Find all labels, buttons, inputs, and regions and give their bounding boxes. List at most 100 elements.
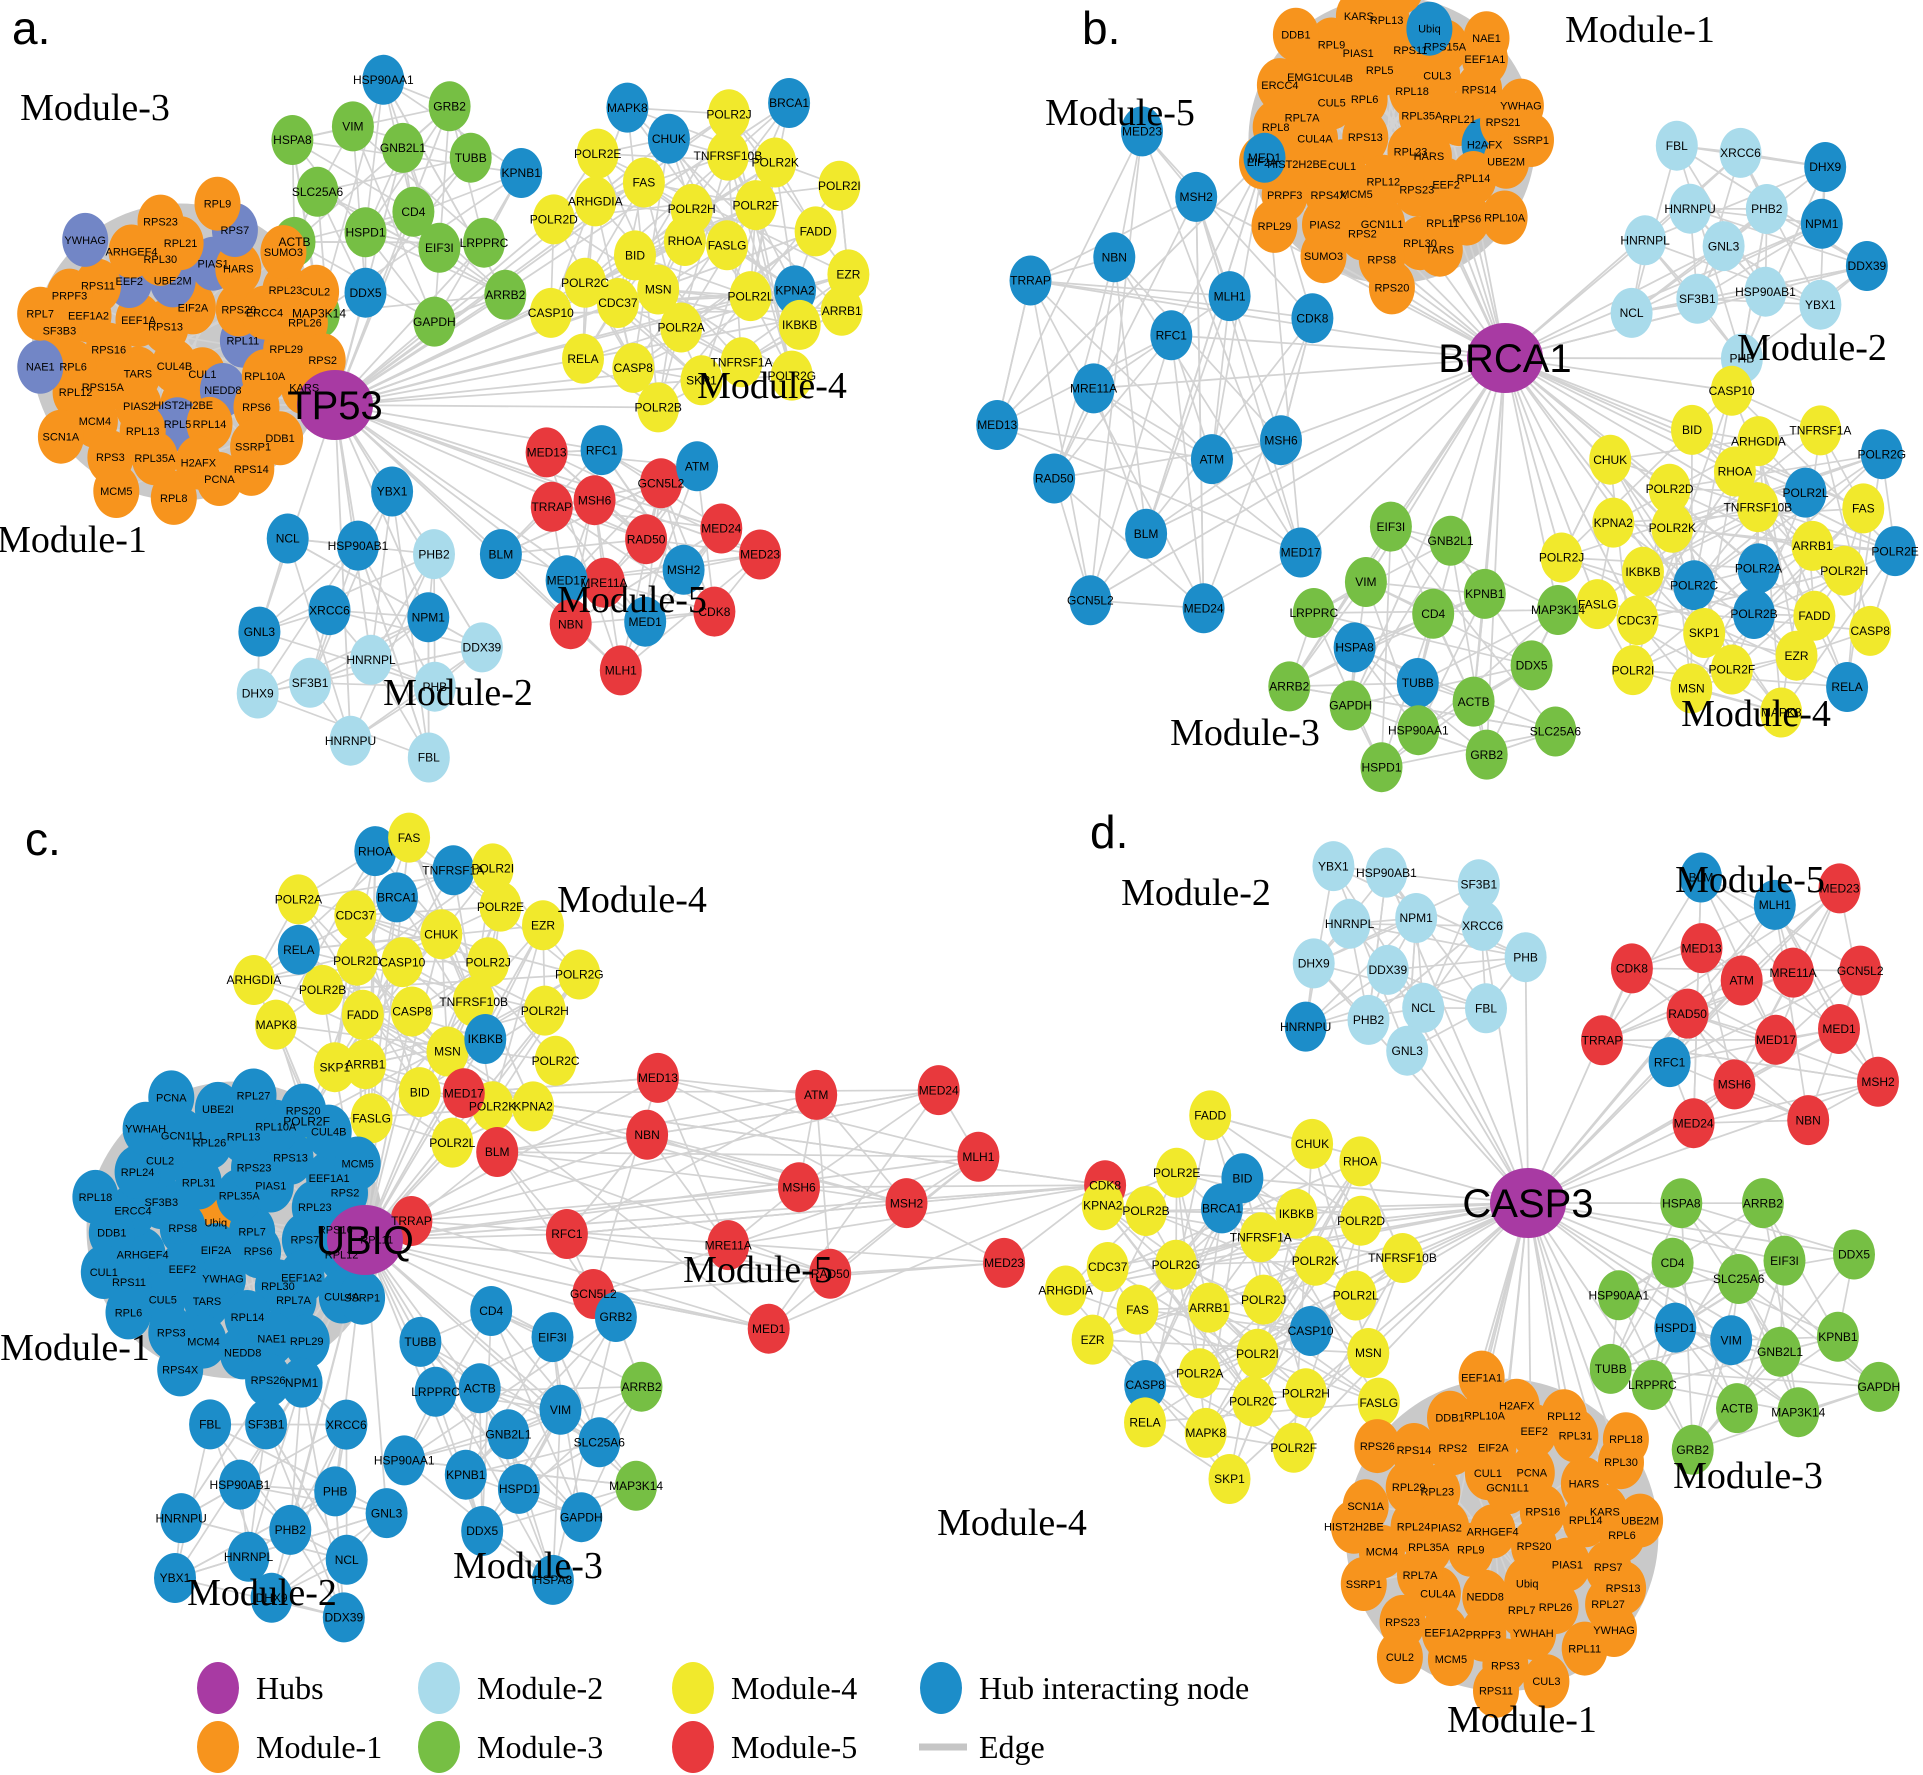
node-HSP90AB1[interactable] (337, 520, 379, 571)
node-POLR2C[interactable] (564, 257, 607, 308)
node-RPS26[interactable] (1378, 0, 1424, 15)
node-RPS20[interactable] (280, 1083, 327, 1138)
node-DDX39[interactable] (1366, 944, 1409, 995)
node-PHB2[interactable] (269, 1504, 312, 1555)
node-POLR2E[interactable] (576, 128, 619, 179)
node-MLH1[interactable] (1208, 271, 1251, 322)
node-ARHGDIA[interactable] (232, 955, 275, 1005)
node-GCN5L2[interactable] (1839, 945, 1882, 996)
node-MED23[interactable] (739, 529, 782, 580)
node-ATM[interactable] (795, 1069, 838, 1120)
node-RPL18[interactable] (1602, 1412, 1649, 1467)
node-POLR2F[interactable] (734, 180, 777, 231)
node-CD4[interactable] (470, 1286, 513, 1336)
node-DHX9[interactable] (236, 668, 279, 719)
node-POLR2B[interactable] (1733, 589, 1775, 639)
node-POLR2D[interactable] (336, 935, 379, 986)
node-CASP10[interactable] (529, 287, 572, 338)
node-HNRNPU[interactable] (1284, 1001, 1327, 1052)
node-MAP3K14[interactable] (615, 1460, 658, 1511)
node-DHX9[interactable] (250, 1572, 293, 1623)
node-HSP90AB1[interactable] (218, 1459, 261, 1510)
node-DDX5[interactable] (1510, 640, 1553, 691)
node-FASLG[interactable] (350, 1093, 393, 1144)
node-BID[interactable] (1221, 1153, 1264, 1204)
node-POLR2H[interactable] (1284, 1368, 1327, 1419)
node-BLM[interactable] (479, 529, 522, 580)
node-TUBB[interactable] (1589, 1343, 1632, 1394)
node-RPS11[interactable] (1473, 1663, 1519, 1718)
node-LRPPRC[interactable] (463, 217, 505, 268)
node-EIF3I[interactable] (1369, 501, 1412, 552)
node-CDC37[interactable] (596, 278, 639, 328)
node-HNRNPL[interactable] (350, 634, 392, 685)
node-MED13[interactable] (976, 400, 1019, 450)
node-LRPPRC[interactable] (414, 1366, 457, 1417)
node-HIST2H2BE[interactable] (1330, 1499, 1377, 1554)
node-POLR2G[interactable] (558, 949, 601, 1000)
node-MED1[interactable] (747, 1303, 790, 1354)
node-POLR2D[interactable] (1648, 463, 1691, 514)
node-HSP90AB1[interactable] (1744, 266, 1787, 317)
node-RPL35A[interactable] (131, 431, 178, 486)
node-POLR2J[interactable] (467, 937, 510, 988)
node-CASP8[interactable] (1849, 605, 1892, 656)
node-NBN[interactable] (626, 1109, 669, 1160)
node-PHB[interactable] (413, 661, 456, 712)
node-SSRP1[interactable] (339, 1270, 386, 1325)
node-MED1[interactable] (1818, 1004, 1860, 1054)
node-SF3B1[interactable] (245, 1399, 288, 1450)
node-CASP10[interactable] (1710, 365, 1753, 416)
node-TUBB[interactable] (1396, 658, 1439, 708)
node-YBX1[interactable] (154, 1553, 196, 1603)
node-KPNA2[interactable] (1081, 1180, 1124, 1231)
node-XRCC6[interactable] (308, 585, 351, 636)
node-RPL12[interactable] (52, 365, 99, 420)
node-FAS[interactable] (1116, 1284, 1159, 1335)
node-XRCC6[interactable] (1719, 127, 1762, 178)
node-TARS[interactable] (1416, 222, 1463, 277)
node-VIM[interactable] (331, 101, 374, 152)
node-NAE1[interactable] (17, 339, 64, 394)
node-MED24[interactable] (1182, 583, 1225, 634)
node-TNFRSF1A[interactable] (1799, 405, 1842, 456)
node-Ubiq[interactable] (1406, 1, 1453, 56)
node-SKP1[interactable] (680, 355, 723, 406)
node-RPL12[interactable] (1541, 1389, 1587, 1444)
node-MED17[interactable] (1754, 1014, 1797, 1065)
node-MED23[interactable] (1818, 863, 1861, 914)
node-ACTB[interactable] (1716, 1383, 1758, 1434)
node-PHB2[interactable] (1347, 994, 1390, 1045)
node-VIM[interactable] (1344, 557, 1387, 607)
node-CDC37[interactable] (1616, 595, 1659, 646)
node-FBL[interactable] (1465, 983, 1507, 1034)
node-RPS26[interactable] (1354, 1419, 1401, 1474)
node-POLR2K[interactable] (1294, 1235, 1337, 1286)
node-CUL1[interactable] (80, 1245, 127, 1299)
node-HNRNPL[interactable] (1624, 215, 1667, 266)
node-RELA[interactable] (1124, 1397, 1166, 1448)
node-NCL[interactable] (266, 513, 309, 564)
node-IKBKB[interactable] (464, 1014, 507, 1064)
node-BID[interactable] (398, 1067, 441, 1118)
node-ARRB2[interactable] (484, 269, 527, 320)
node-KPNA2[interactable] (1592, 497, 1635, 548)
node-CHUK[interactable] (420, 909, 463, 960)
node-EIF3I[interactable] (418, 222, 461, 273)
node-GAPDH[interactable] (560, 1492, 603, 1543)
node-HSPA8[interactable] (1660, 1178, 1703, 1229)
node-ARRB2[interactable] (1741, 1178, 1784, 1229)
node-NCL[interactable] (1402, 982, 1445, 1033)
node-ACTB[interactable] (458, 1363, 501, 1414)
node-FASLG[interactable] (706, 220, 749, 271)
node-FBL[interactable] (189, 1399, 232, 1450)
node-MLH1[interactable] (1753, 879, 1796, 930)
node-POLR2D[interactable] (1340, 1195, 1383, 1246)
node-FBL[interactable] (407, 732, 450, 783)
node-POLR2L[interactable] (1784, 467, 1827, 518)
node-CUL3[interactable] (1523, 1654, 1570, 1709)
node-RFC1[interactable] (580, 425, 623, 476)
node-POLR2L[interactable] (1334, 1270, 1377, 1321)
node-TUBB[interactable] (399, 1316, 442, 1367)
node-RPS4X[interactable] (157, 1342, 204, 1397)
